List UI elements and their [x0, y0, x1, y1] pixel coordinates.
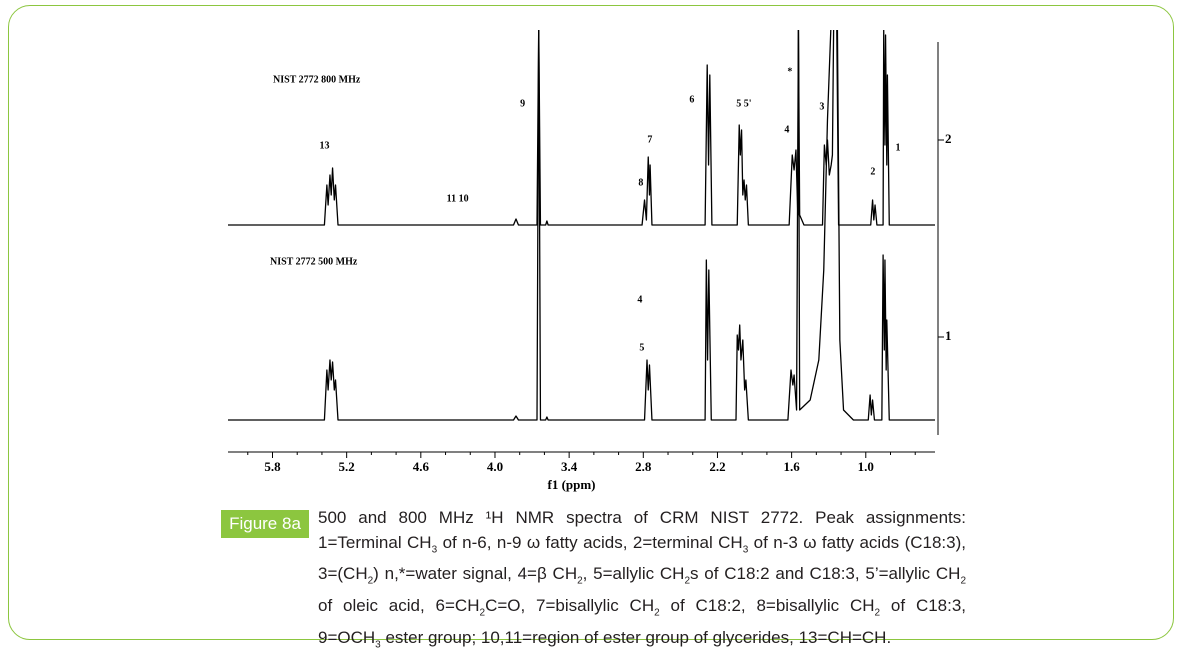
peak-label: 8: [638, 177, 643, 188]
caption-text: of C18:2, 8=bisallylic CH: [659, 596, 875, 616]
x-tick-label: 4.0: [487, 459, 503, 474]
peak-label: 3: [819, 101, 824, 112]
peak-label: 11 10: [447, 193, 469, 204]
caption-subscript: 2: [654, 607, 660, 619]
caption-subscript: 2: [960, 575, 966, 587]
peak-label: 13: [320, 140, 330, 151]
spectrum-title: NIST 2772 800 MHz: [273, 74, 361, 85]
x-tick-label: 2.8: [635, 459, 652, 474]
x-tick-label: 1.0: [858, 459, 874, 474]
x-axis-label: f1 (ppm): [547, 477, 595, 492]
caption-text: of C18:3, 9=OCH: [318, 596, 967, 648]
caption-text: ester group; 10,11=region of ester group…: [380, 628, 892, 648]
peak-label: 2: [870, 166, 875, 177]
caption-text: 500 and 800 MHz ¹H NMR spectra of CRM NI…: [318, 508, 966, 552]
peak-label: 7: [647, 134, 652, 145]
caption-text: of n-3 ω fatty acids (C18:3), 3=(CH: [318, 532, 966, 584]
caption-subscript: 2: [684, 575, 690, 587]
caption-subscript: 3: [742, 543, 749, 555]
peak-label: 5 5': [736, 98, 752, 109]
caption-subscript: 2: [367, 575, 374, 587]
caption-text: s of C18:2 and C18:3, 5’=allylic CH: [690, 564, 961, 584]
spectrum-line: [228, 30, 935, 226]
peak-label: 4: [784, 124, 789, 135]
x-tick-label: 5.8: [264, 459, 281, 474]
figure-label: Figure 8a: [221, 510, 309, 538]
trace-label: 1: [945, 328, 952, 343]
caption-text: , 5=allylic CH: [582, 564, 685, 584]
peak-label: 6: [689, 94, 694, 105]
trace-label: 2: [945, 131, 952, 146]
caption-subscript: 2: [577, 575, 583, 587]
peak-label: *: [787, 66, 792, 77]
figure-frame: [8, 5, 1174, 640]
caption-subscript: 3: [431, 543, 438, 555]
x-tick-label: 4.6: [413, 459, 430, 474]
peak-label: 5: [639, 342, 644, 353]
chart: NIST 2772 800 MHz 2 13 11 10 9 7 8 6 5 5' * 4 3 2 1 NI…: [228, 30, 952, 492]
caption-text: C=O, 7=bisallylic CH: [485, 596, 655, 616]
caption: 500 and 800 MHz ¹H NMR spectra of CRM NI…: [318, 506, 966, 658]
caption-text: of oleic acid, 6=CH: [318, 596, 480, 616]
peak-label: 4: [637, 294, 642, 305]
peak-label: 1: [896, 142, 901, 153]
caption-subscript: 2: [479, 607, 486, 619]
spectrum-line: [228, 30, 935, 421]
spectrum-title: NIST 2772 500 MHz: [270, 256, 358, 267]
plot-area: [228, 30, 935, 421]
caption-subscript: 2: [874, 607, 881, 619]
peak-label: 9: [520, 98, 525, 109]
caption-subscript: 3: [375, 639, 381, 651]
x-tick-label: 1.6: [783, 459, 800, 474]
caption-text: of n-6, n-9 ω fatty acids, 2=terminal CH: [437, 532, 743, 552]
x-tick-label: 5.2: [339, 459, 355, 474]
x-tick-label: 2.2: [709, 459, 725, 474]
caption-text: ) n,*=water signal, 4=β CH: [373, 564, 578, 584]
x-tick-label: 3.4: [561, 459, 578, 474]
